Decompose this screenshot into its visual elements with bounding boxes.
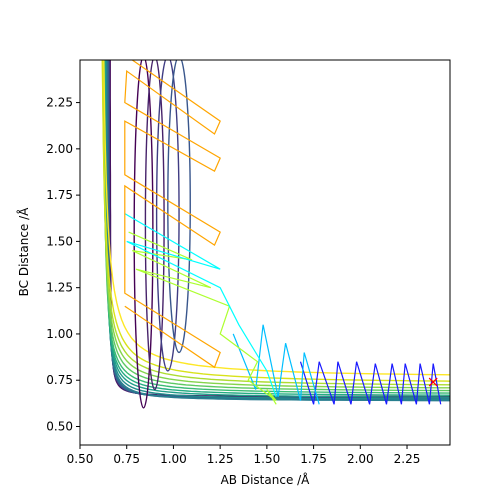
contour-line — [106, 60, 450, 402]
x-tick-label: 1.25 — [207, 452, 234, 466]
y-tick-label: 1.50 — [46, 234, 73, 248]
y-tick-label: 2.25 — [46, 96, 73, 110]
x-axis: 0.50 0.75 1.00 1.25 1.50 1.75 2.00 2.25 — [67, 445, 421, 466]
contour-line — [103, 60, 450, 396]
x-tick-label: 1.75 — [300, 452, 327, 466]
contour-line — [102, 60, 450, 392]
y-tick-label: 1.00 — [46, 327, 73, 341]
x-tick-label: 2.00 — [347, 452, 374, 466]
y-axis: 0.50 0.75 1.00 1.25 1.50 1.75 2.00 2.25 — [46, 96, 80, 433]
y-tick-label: 1.25 — [46, 281, 73, 295]
x-tick-label: 0.50 — [67, 452, 94, 466]
contour-line — [101, 60, 450, 386]
contour-loop — [167, 60, 191, 354]
contour-loop — [155, 60, 180, 372]
x-tick-label: 0.75 — [113, 452, 140, 466]
trajectory-lines — [124, 60, 442, 405]
end-marker — [428, 377, 438, 387]
x-axis-label: AB Distance /Å — [221, 472, 311, 487]
contour-line — [101, 60, 450, 382]
x-tick-label: 1.00 — [160, 452, 187, 466]
x-tick-label: 2.25 — [394, 452, 421, 466]
contour-loop — [133, 60, 154, 409]
contour-line — [105, 60, 450, 402]
y-tick-label: 0.50 — [46, 419, 73, 433]
plot-frame — [79, 59, 451, 446]
y-tick-label: 2.00 — [46, 142, 73, 156]
y-axis-label: BC Distance /Å — [16, 207, 31, 297]
contour-line — [105, 60, 450, 400]
y-tick-label: 1.75 — [46, 188, 73, 202]
trajectory-series — [124, 60, 221, 369]
x-tick-label: 1.50 — [254, 452, 281, 466]
contour-line — [104, 60, 450, 398]
trajectory-series — [232, 324, 320, 405]
trajectory-series — [124, 213, 277, 398]
trajectory-series — [299, 361, 442, 405]
contour-lines — [101, 60, 450, 409]
contour-line — [102, 60, 450, 389]
y-tick-label: 0.75 — [46, 373, 73, 387]
contour-loop — [144, 60, 165, 391]
trajectory-series — [128, 231, 277, 405]
contour-line — [102, 60, 450, 394]
marker-stroke — [428, 377, 438, 387]
